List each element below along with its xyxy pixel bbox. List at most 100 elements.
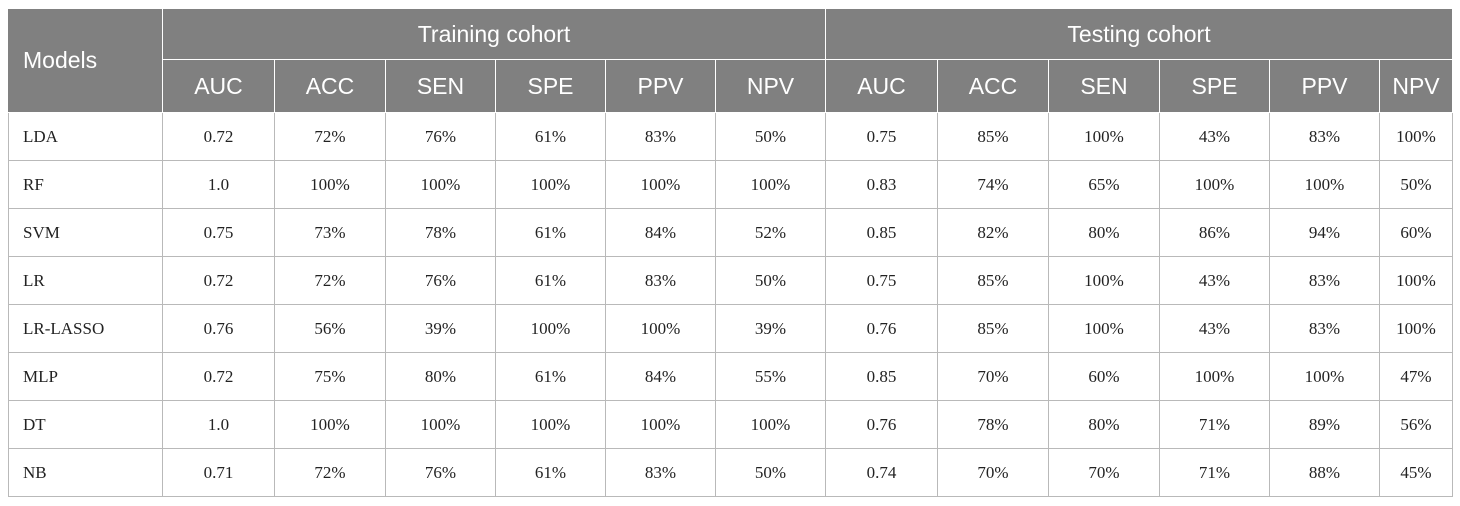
metric-value-cell: 0.76	[162, 304, 275, 353]
metric-value-cell: 0.75	[825, 112, 938, 161]
metric-value-cell: 100%	[1048, 304, 1160, 353]
metric-value-cell: 0.72	[162, 256, 275, 305]
metric-header: SPE	[495, 59, 606, 113]
metric-value-cell: 80%	[385, 352, 496, 401]
metric-value-cell: 61%	[495, 208, 606, 257]
metric-value-cell: 74%	[937, 160, 1049, 209]
metric-value-cell: 100%	[274, 400, 386, 449]
metric-value-cell: 0.74	[825, 448, 938, 497]
metric-value-cell: 100%	[1159, 352, 1270, 401]
metric-value-cell: 1.0	[162, 400, 275, 449]
metric-value-cell: 83%	[605, 256, 716, 305]
model-name-cell: MLP	[8, 352, 163, 401]
model-name-cell: LDA	[8, 112, 163, 161]
metric-value-cell: 100%	[1159, 160, 1270, 209]
metric-value-cell: 43%	[1159, 256, 1270, 305]
metric-value-cell: 100%	[274, 160, 386, 209]
metric-value-cell: 100%	[605, 400, 716, 449]
header-metric-row: AUC ACC SEN SPE PPV NPV AUC ACC SEN SPE …	[9, 59, 1454, 113]
metric-header: ACC	[274, 59, 386, 113]
metric-value-cell: 0.75	[162, 208, 275, 257]
metric-value-cell: 71%	[1159, 400, 1270, 449]
metric-value-cell: 61%	[495, 112, 606, 161]
metric-value-cell: 0.71	[162, 448, 275, 497]
metric-value-cell: 71%	[1159, 448, 1270, 497]
metric-value-cell: 43%	[1159, 112, 1270, 161]
metric-value-cell: 94%	[1269, 208, 1380, 257]
metric-value-cell: 55%	[715, 352, 826, 401]
table-row: LR 0.72 72% 76% 61% 83% 50% 0.75 85% 100% 43% 83% 10…	[8, 256, 1454, 305]
model-name-cell: NB	[8, 448, 163, 497]
metric-value-cell: 100%	[385, 400, 496, 449]
metric-value-cell: 76%	[385, 256, 496, 305]
metric-value-cell: 61%	[495, 448, 606, 497]
table-row: SVM 0.75 73% 78% 61% 84% 52% 0.85 82% 80% 86% 94% 60…	[8, 208, 1454, 257]
table-row: DT 1.0 100% 100% 100% 100% 100% 0.76 78% 80% 71% 89…	[8, 400, 1454, 449]
metric-value-cell: 1.0	[162, 160, 275, 209]
table-body: LDA 0.72 72% 76% 61% 83% 50% 0.75 85% 100% 43% 83% 1…	[8, 112, 1454, 497]
testing-cohort-header: Testing cohort	[824, 8, 1454, 60]
training-cohort-header: Training cohort	[162, 8, 826, 60]
metric-value-cell: 83%	[1269, 304, 1380, 353]
metric-value-cell: 72%	[274, 112, 386, 161]
metric-value-cell: 56%	[1378, 400, 1454, 449]
table-row: RF 1.0 100% 100% 100% 100% 100% 0.83 74% 65% 100% 1…	[8, 160, 1454, 209]
metric-value-cell: 80%	[1048, 400, 1160, 449]
metric-value-cell: 84%	[605, 208, 716, 257]
metric-value-cell: 85%	[937, 256, 1049, 305]
metric-value-cell: 76%	[385, 112, 496, 161]
metric-header: SPE	[1159, 59, 1270, 113]
metric-value-cell: 100%	[715, 160, 826, 209]
metric-value-cell: 83%	[605, 112, 716, 161]
metric-value-cell: 0.75	[825, 256, 938, 305]
metric-value-cell: 65%	[1048, 160, 1160, 209]
metric-value-cell: 100%	[495, 160, 606, 209]
metric-value-cell: 100%	[715, 400, 826, 449]
model-name-cell: DT	[8, 400, 163, 449]
metric-value-cell: 86%	[1159, 208, 1270, 257]
metric-value-cell: 70%	[1048, 448, 1160, 497]
metric-value-cell: 100%	[1048, 112, 1160, 161]
metric-value-cell: 50%	[1378, 160, 1454, 209]
metric-value-cell: 73%	[274, 208, 386, 257]
metric-value-cell: 70%	[937, 448, 1049, 497]
metric-value-cell: 85%	[937, 112, 1049, 161]
metric-value-cell: 0.85	[825, 352, 938, 401]
model-name-cell: LR-LASSO	[8, 304, 163, 353]
table-row: LR-LASSO 0.76 56% 39% 100% 100% 39% 0.76 85% 100%…	[8, 304, 1454, 353]
metric-value-cell: 70%	[937, 352, 1049, 401]
metric-value-cell: 89%	[1269, 400, 1380, 449]
metric-value-cell: 39%	[385, 304, 496, 353]
metric-value-cell: 43%	[1159, 304, 1270, 353]
metric-value-cell: 78%	[385, 208, 496, 257]
metric-value-cell: 0.76	[825, 400, 938, 449]
model-performance-table: Models Training cohort Testing cohort AU…	[8, 8, 1454, 497]
metric-header: SEN	[1048, 59, 1160, 113]
metric-value-cell: 83%	[1269, 256, 1380, 305]
metric-value-cell: 72%	[274, 448, 386, 497]
metric-value-cell: 61%	[495, 352, 606, 401]
metric-value-cell: 0.72	[162, 112, 275, 161]
metric-value-cell: 100%	[605, 160, 716, 209]
metric-value-cell: 100%	[1269, 160, 1380, 209]
metric-value-cell: 61%	[495, 256, 606, 305]
metric-value-cell: 83%	[1269, 112, 1380, 161]
metric-value-cell: 0.83	[825, 160, 938, 209]
metric-value-cell: 100%	[605, 304, 716, 353]
metric-value-cell: 52%	[715, 208, 826, 257]
metric-value-cell: 100%	[1378, 304, 1454, 353]
metric-value-cell: 83%	[605, 448, 716, 497]
metric-header: AUC	[825, 59, 938, 113]
metric-value-cell: 100%	[495, 304, 606, 353]
metric-value-cell: 80%	[1048, 208, 1160, 257]
metric-value-cell: 47%	[1378, 352, 1454, 401]
table-row: MLP 0.72 75% 80% 61% 84% 55% 0.85 70% 60% 100% 100%…	[8, 352, 1454, 401]
model-name-cell: SVM	[8, 208, 163, 257]
table-row: NB 0.71 72% 76% 61% 83% 50% 0.74 70% 70% 71% 88% 45%	[8, 448, 1454, 497]
metric-header: PPV	[1269, 59, 1380, 113]
metric-header: NPV	[1378, 59, 1454, 113]
metric-header: PPV	[605, 59, 716, 113]
metric-value-cell: 45%	[1378, 448, 1454, 497]
metric-value-cell: 50%	[715, 448, 826, 497]
metric-value-cell: 100%	[385, 160, 496, 209]
